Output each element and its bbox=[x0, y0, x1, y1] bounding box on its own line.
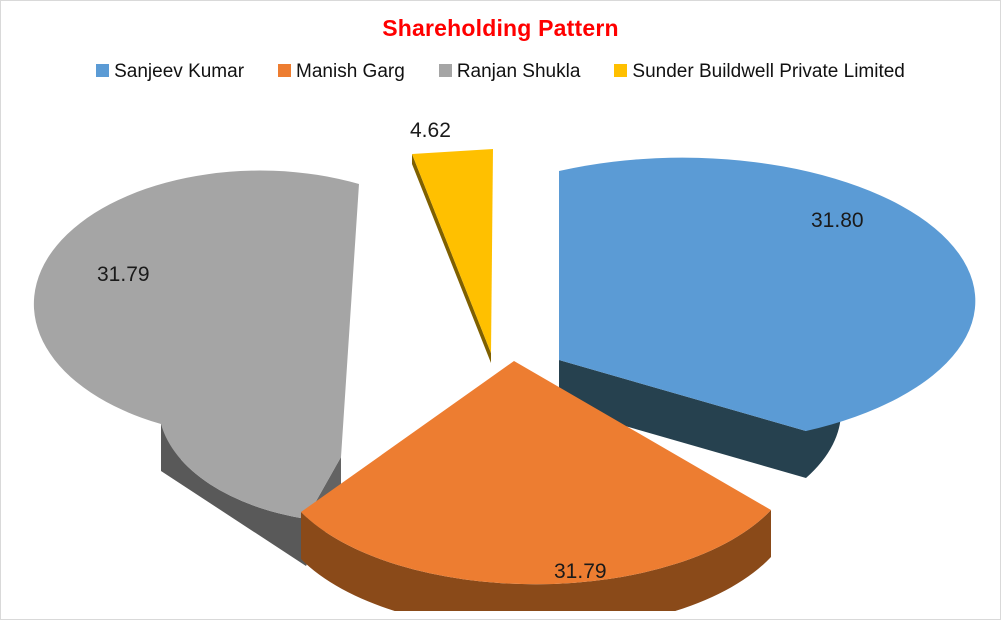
legend-item-label: Sanjeev Kumar bbox=[114, 61, 245, 82]
pie-slice-manish-garg[interactable] bbox=[301, 361, 771, 611]
data-label-sunder-buildwell-private-limited: 4.62 bbox=[410, 119, 451, 142]
chart-title: Shareholding Pattern bbox=[382, 15, 619, 41]
legend-item-sunder-buildwell-private-limited[interactable]: Sunder Buildwell Private Limited bbox=[614, 61, 905, 82]
legend-item-ranjan-shukla[interactable]: Ranjan Shukla bbox=[438, 61, 581, 82]
pie-plot-area: 4.62 31.80 31.79 31.79 bbox=[1, 101, 1000, 611]
pie-slice-sanjeev-kumar-side-bottom bbox=[559, 360, 806, 478]
pie-slice-ranjan-shukla-side-front bbox=[161, 424, 306, 566]
data-label-manish-garg: 31.79 bbox=[554, 560, 607, 583]
pie-slice-sunder-buildwell-side bbox=[412, 154, 491, 363]
pie-slice-sanjeev-kumar-top bbox=[559, 157, 976, 431]
pie-slice-manish-garg-side bbox=[301, 510, 771, 611]
data-label-sanjeev-kumar: 31.80 bbox=[811, 209, 864, 232]
legend-item-label: Ranjan Shukla bbox=[456, 61, 581, 82]
legend-item-label: Sunder Buildwell Private Limited bbox=[632, 61, 905, 82]
pie-chart-svg bbox=[33, 149, 976, 611]
legend-swatch-icon bbox=[96, 64, 110, 77]
data-label-ranjan-shukla: 31.79 bbox=[97, 263, 150, 286]
legend-swatch-icon bbox=[278, 64, 292, 77]
chart-legend: Sanjeev Kumar Manish Garg Ranjan Shukla … bbox=[1, 61, 1000, 82]
legend-item-label: Manish Garg bbox=[296, 61, 405, 82]
legend-item-sanjeev-kumar[interactable]: Sanjeev Kumar bbox=[96, 61, 245, 82]
pie-slice-sunder-buildwell-top bbox=[412, 149, 493, 353]
legend-swatch-icon bbox=[438, 64, 452, 77]
pie-slice-sanjeev-kumar[interactable] bbox=[559, 157, 976, 478]
pie-slice-manish-garg-top bbox=[301, 361, 771, 585]
pie-slice-sunder-buildwell-private-limited[interactable] bbox=[412, 149, 493, 363]
pie-slice-ranjan-shukla-top bbox=[33, 170, 359, 519]
legend-item-manish-garg[interactable]: Manish Garg bbox=[278, 61, 405, 82]
legend-swatch-icon bbox=[614, 64, 628, 77]
